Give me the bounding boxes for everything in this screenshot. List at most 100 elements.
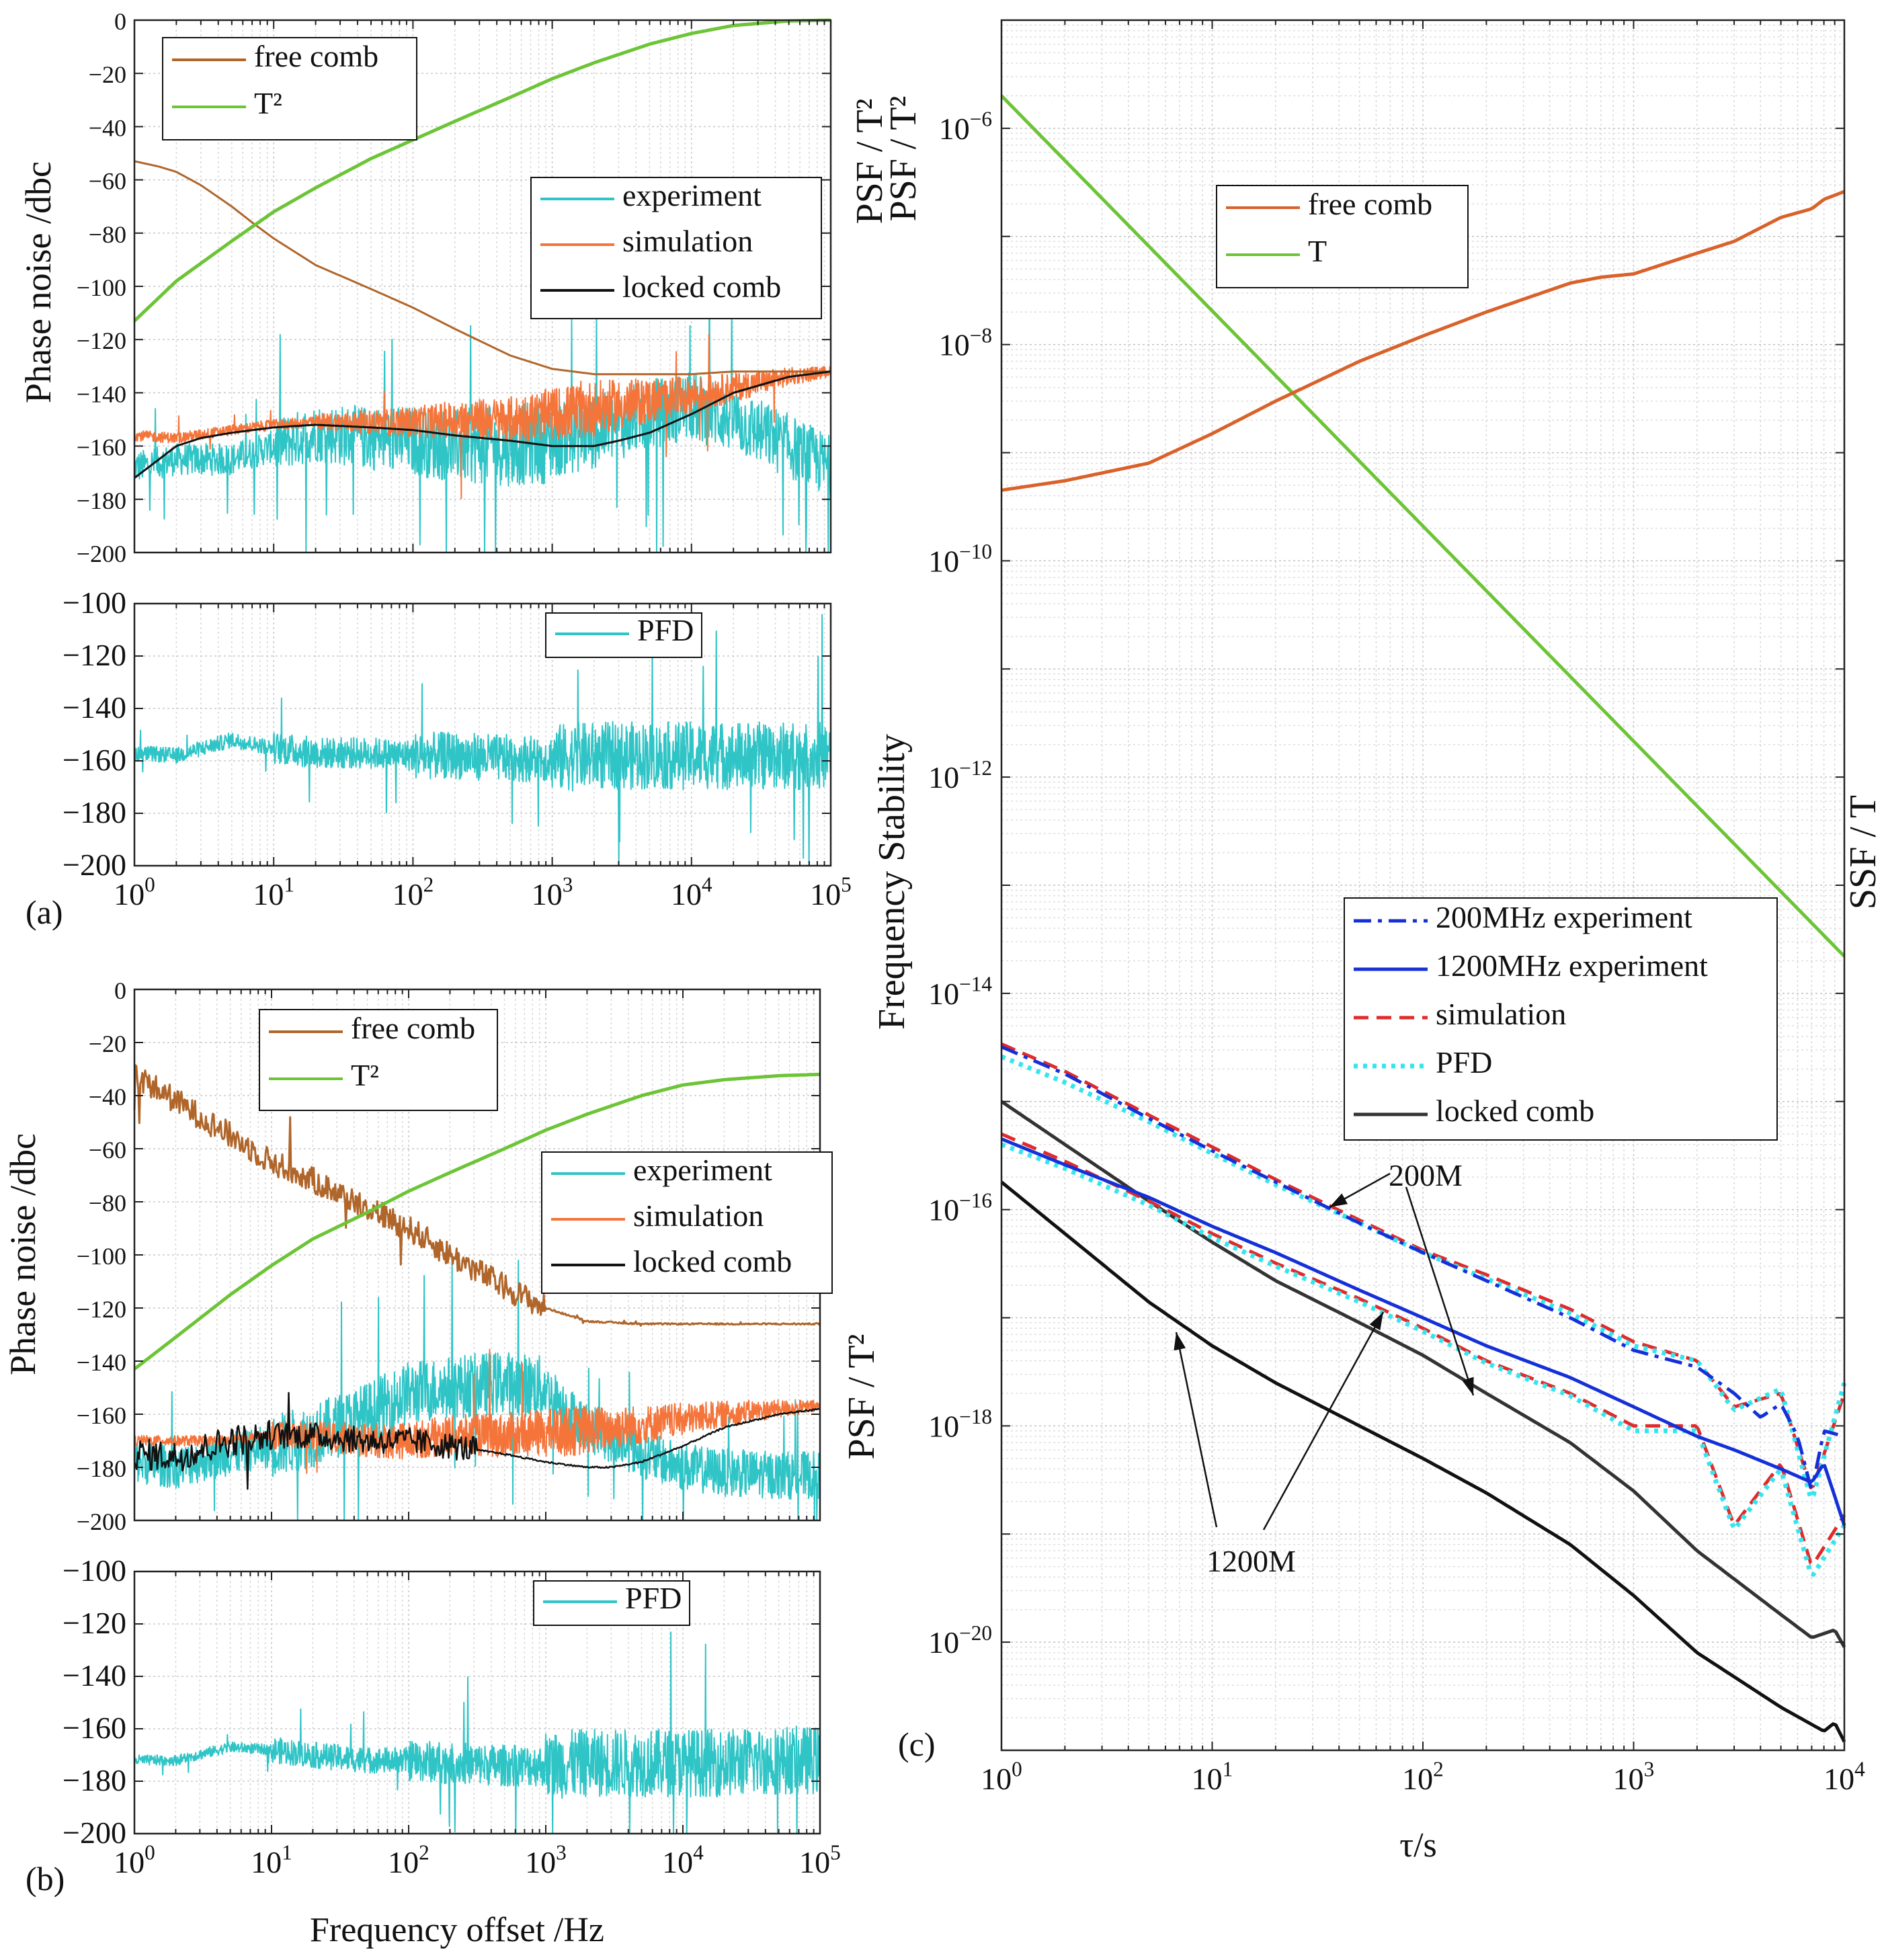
series-pfd-1200m-line: [1000, 1142, 1846, 1577]
panel-label: (b): [26, 1860, 65, 1897]
y-axis-label: Phase noise /dbc: [18, 161, 58, 403]
legend-box: [162, 37, 417, 140]
annotation-200m: 200M: [1389, 1158, 1463, 1192]
annotation-arrow: [1262, 1311, 1385, 1530]
x-tick-label: 102: [393, 873, 434, 911]
y-tick-label: 0: [114, 977, 126, 1004]
legend-label: T: [1308, 234, 1327, 268]
right-axis-label-top: PSF / T²: [883, 96, 924, 222]
y-axis-label: Frequency Stability: [871, 734, 913, 1030]
x-tick-label: 102: [1402, 1758, 1444, 1796]
y-tick-label: −200: [77, 540, 126, 567]
y-tick-label: −100: [77, 274, 126, 301]
legend-label: locked comb: [633, 1244, 792, 1278]
legend-box: [259, 1009, 498, 1111]
y-tick-label: −200: [63, 848, 126, 882]
y-tick-label: −80: [89, 1190, 126, 1217]
y-tick-label: 10−20: [928, 1621, 992, 1660]
y-tick-label: −120: [77, 327, 126, 354]
y-tick-label: −160: [63, 743, 126, 777]
y-tick-label: −180: [77, 1455, 126, 1482]
legend: PFD: [545, 612, 702, 658]
y-tick-label: −180: [63, 795, 126, 829]
x-tick-label: 101: [1192, 1758, 1233, 1796]
x-tick-label: 105: [799, 1841, 841, 1879]
axes-a_top: 0 −20 −40 −60 −80 −100 −120 −140 −160 −180 −200 fre…: [77, 8, 832, 567]
right-axis-label-bottom: SSF / T: [1842, 795, 1884, 909]
legend: PFD: [533, 1580, 690, 1626]
x-tick-label: 103: [1613, 1758, 1655, 1796]
y-tick-label: −200: [63, 1815, 126, 1850]
y-tick-label: −60: [89, 168, 126, 195]
y-tick-label: 10−6: [939, 108, 992, 146]
panel-label: (c): [898, 1725, 936, 1763]
x-tick-label: 101: [253, 873, 294, 911]
x-tick-label: 103: [532, 873, 573, 911]
x-tick-label: 100: [114, 873, 155, 911]
x-tick-label: 102: [388, 1841, 429, 1879]
legend: 200MHz experiment 1200MHz experiment simul…: [1344, 897, 1778, 1141]
y-tick-label: −140: [63, 1658, 126, 1692]
legend-box: [541, 1151, 833, 1294]
y-tick-label: 0: [114, 8, 126, 35]
series-locked-comb-1200m-line: [1000, 1180, 1846, 1743]
series-locked-comb-200m-line: [1000, 1100, 1846, 1648]
x-axis-label: Frequency offset /Hz: [310, 1911, 604, 1949]
y-tick-label: −140: [63, 690, 126, 725]
y-tick-label: −160: [63, 1711, 126, 1745]
legend: free comb T: [1216, 185, 1469, 288]
y-tick-label: −180: [63, 1763, 126, 1797]
ticks: 0 −20 −40 −60 −80 −100 −120 −140 −160 −180 −200: [77, 8, 831, 567]
ticks: 100 101 102 103 104 105 −100 −120 −140 −160 −180 −2…: [63, 1553, 841, 1879]
y-tick-label: −160: [77, 1402, 126, 1429]
axes-a_bottom: 100 101 102 103 104 105 −100 −120 −140 −160 −180 −2…: [63, 585, 852, 911]
y-tick-label: −120: [77, 1296, 126, 1323]
y-tick-label: −20: [89, 1030, 126, 1057]
legend-label: simulation: [1436, 997, 1566, 1031]
series-pfd-line: [134, 1631, 821, 1834]
legend: experiment simulation locked comb: [530, 177, 822, 319]
x-tick-label: 100: [114, 1841, 155, 1879]
x-tick-label: 104: [671, 873, 712, 911]
legend-label: PFD: [637, 613, 694, 647]
series-t--line: [133, 1072, 821, 1371]
y-tick-label: −100: [63, 1553, 126, 1588]
y-tick-label: 10−16: [928, 1188, 992, 1227]
y-tick-label: 10−14: [928, 973, 992, 1011]
series-pfd-line: [134, 614, 831, 866]
y-tick-label: 10−10: [928, 540, 992, 578]
legend-label: free comb: [1308, 187, 1432, 221]
y-tick-label: −160: [77, 434, 126, 461]
series-t--line: [133, 18, 831, 323]
axes-b_top: 0 −20 −40 −60 −80 −100 −120 −140 −160 −180 −200 fre…: [77, 977, 833, 1535]
legend-box: [530, 177, 822, 319]
y-tick-label: −60: [89, 1137, 126, 1163]
x-tick-label: 101: [251, 1841, 292, 1879]
x-tick-label: 103: [525, 1841, 567, 1879]
y-tick-label: −140: [77, 1349, 126, 1376]
legend-box: [1344, 897, 1778, 1141]
series-free-comb-line: [134, 160, 831, 376]
legend-label: simulation: [633, 1198, 764, 1233]
series-t-line: [1000, 94, 1846, 958]
y-tick-label: 10−8: [939, 323, 992, 362]
legend-label: experiment: [633, 1153, 772, 1187]
series-1200mhz-experiment-line: [1001, 1137, 1846, 1526]
arrowhead: [1462, 1377, 1474, 1395]
legend: free comb T²: [162, 37, 417, 140]
ticks: 0 −20 −40 −60 −80 −100 −120 −140 −160 −180 −200: [77, 977, 821, 1535]
x-tick-label: 100: [981, 1758, 1022, 1796]
grid: [134, 603, 831, 866]
panel-label: (a): [26, 893, 63, 931]
axes-c: 100 101 102 103 104 10−6 10−8 10−10 10−12 10−14 10…: [928, 19, 1865, 1796]
y-tick-label: −40: [89, 1084, 126, 1110]
y-tick-label: −80: [89, 221, 126, 248]
legend-label: T²: [351, 1058, 379, 1092]
legend: experiment simulation locked comb: [541, 1151, 833, 1294]
annotation-1200m: 1200M: [1206, 1544, 1296, 1578]
y-tick-label: 10−18: [928, 1405, 992, 1443]
right-axis-label: PSF / T²: [841, 1334, 883, 1460]
legend-label: T²: [254, 86, 282, 120]
arrowhead: [1369, 1312, 1383, 1331]
ticks: 100 101 102 103 104 10−6 10−8 10−10 10−12 10−14 10…: [928, 19, 1865, 1796]
